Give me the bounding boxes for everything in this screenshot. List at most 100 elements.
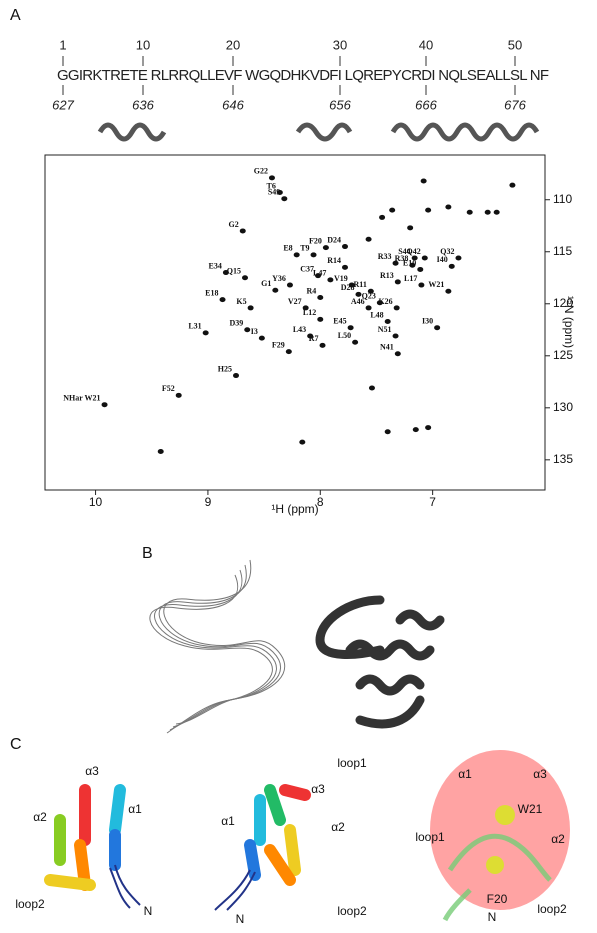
peak-label: G22 <box>254 167 268 176</box>
peak-label: R11 <box>353 280 366 289</box>
sequence-number: 1 <box>59 37 66 52</box>
residue-number: 646 <box>222 97 244 112</box>
spectrum-frame <box>44 154 546 491</box>
peak <box>286 282 293 288</box>
n-terminus <box>109 864 141 909</box>
x-tick-label: 7 <box>429 495 436 509</box>
peak <box>425 425 432 431</box>
peak <box>367 288 374 294</box>
peak-label: K5 <box>236 297 246 306</box>
peak <box>222 270 229 276</box>
peak-label: Q15 <box>227 267 241 276</box>
peak <box>285 349 292 355</box>
peak <box>445 288 452 294</box>
peak <box>276 189 283 195</box>
peak <box>376 300 383 306</box>
peak <box>392 260 399 266</box>
peak <box>293 252 300 258</box>
peak-label: C37 <box>300 265 314 274</box>
x-tick-label: 8 <box>317 495 324 509</box>
peak-label: Q23 <box>362 292 376 301</box>
peak-label: R33 <box>378 252 392 261</box>
sequence-number: 30 <box>333 37 347 52</box>
structure-label: loop1 <box>415 830 445 844</box>
peak-label: S44 <box>398 247 410 256</box>
peak <box>493 209 500 215</box>
peak <box>409 262 416 268</box>
sequence-number: 20 <box>226 37 240 52</box>
peak <box>384 318 391 324</box>
peak <box>420 178 427 184</box>
peak-label: G1 <box>261 279 271 288</box>
peak-label: L31 <box>188 322 201 331</box>
peak <box>365 236 372 242</box>
peak <box>392 333 399 339</box>
peak <box>407 225 414 231</box>
structure-label: N <box>236 912 245 926</box>
peak <box>394 279 401 285</box>
peak <box>258 335 265 341</box>
y-tick-label: 110 <box>553 192 572 206</box>
peak-label: L43 <box>293 325 306 334</box>
peak-label: R38 <box>395 254 409 263</box>
structure-c1 <box>44 784 126 891</box>
residue-number: 636 <box>132 97 154 112</box>
peak <box>317 316 324 322</box>
peak <box>322 245 329 251</box>
peak-label: F20 <box>309 236 322 245</box>
x-tick-label: 10 <box>89 495 103 509</box>
structure-label: α3 <box>311 782 325 796</box>
residue-number: 666 <box>415 97 437 112</box>
peak-label: E8 <box>283 244 292 253</box>
sequence-number: 10 <box>136 37 150 52</box>
peak-label: R7 <box>309 334 319 343</box>
structure-label: N <box>144 904 153 918</box>
structure-label: F20 <box>487 892 508 906</box>
peak <box>175 392 182 398</box>
peak <box>393 305 400 311</box>
peak-label: V19 <box>334 274 348 283</box>
structure-c2 <box>244 784 311 886</box>
peak-label: N41 <box>380 343 394 352</box>
structure-ensemble <box>149 559 286 734</box>
x-axis-label: ¹H (ppm) <box>271 502 318 516</box>
peak-label: Q42 <box>407 247 421 256</box>
sequence: GGIRKTRETE RLRRQLLEVF WGQDHKVDFI LQREPYC… <box>57 67 549 84</box>
peak-label: L12 <box>303 308 316 317</box>
peak <box>384 429 391 435</box>
peak <box>268 175 275 181</box>
peak-label: I40 <box>437 255 448 264</box>
peak-label: K26 <box>378 297 392 306</box>
peak <box>455 255 462 261</box>
peak <box>327 277 334 283</box>
peak-label: R14 <box>327 256 341 265</box>
peak <box>242 275 248 281</box>
peak-label: L47 <box>313 269 326 278</box>
peak <box>202 330 209 336</box>
peak <box>307 333 314 339</box>
peak-label: L48 <box>370 310 383 319</box>
structure-label: α1 <box>128 802 142 816</box>
y-tick-label: 135 <box>553 452 573 466</box>
peak <box>417 266 424 272</box>
peak-label: E18 <box>205 288 218 297</box>
peak <box>412 427 419 433</box>
peak <box>101 402 108 408</box>
peak <box>244 327 251 333</box>
peak-label: E10 <box>403 258 416 267</box>
peak-label: H25 <box>218 364 232 373</box>
panel-label: B <box>142 545 153 562</box>
peak-label: V27 <box>288 297 302 306</box>
structure-label: loop1 <box>337 756 367 770</box>
peak-label: G2 <box>229 220 239 229</box>
peak <box>348 282 355 288</box>
residue-number: 656 <box>329 97 351 112</box>
peak-label: S49 <box>268 188 280 197</box>
residue-number: 676 <box>504 97 526 112</box>
peak <box>365 305 372 311</box>
peak <box>418 282 425 288</box>
structure-c3 <box>430 750 570 922</box>
peak <box>247 305 254 311</box>
peak-label: W21 <box>428 280 444 289</box>
peak-label: L17 <box>404 274 417 283</box>
